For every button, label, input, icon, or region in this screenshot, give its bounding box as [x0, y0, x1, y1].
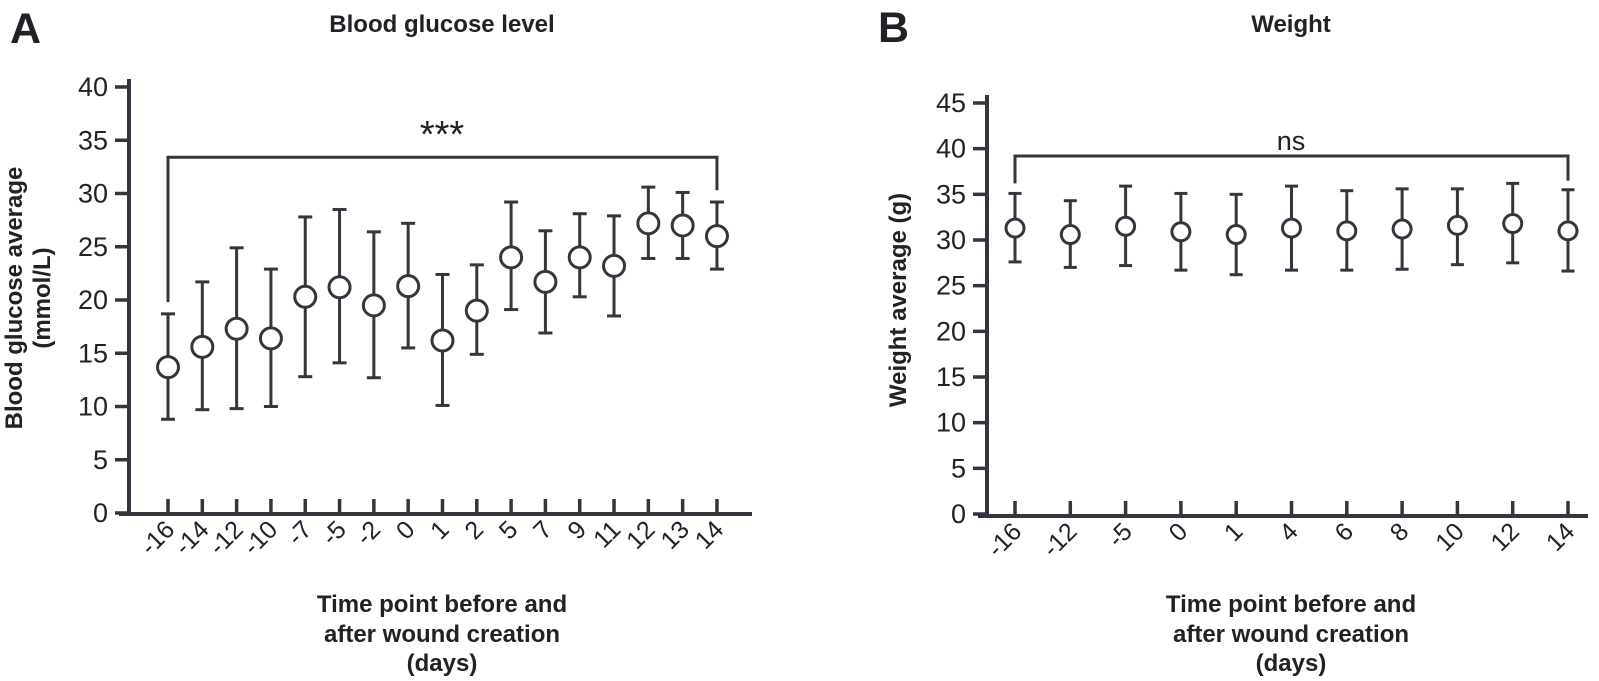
x-tick-label: 2: [459, 515, 489, 545]
data-point: [1502, 213, 1524, 235]
data-point: [1004, 217, 1026, 239]
x-tick-label: 1: [1219, 517, 1249, 547]
data-point: [1059, 224, 1081, 246]
x-tick-label: 9: [562, 515, 592, 545]
data-point: [396, 274, 421, 299]
y-tick-label: 5: [93, 445, 108, 475]
x-tick-label: -5: [1102, 517, 1138, 553]
y-tick-label: 40: [936, 134, 966, 164]
y-tick-label: 35: [936, 179, 966, 209]
y-tick-label: 20: [936, 316, 966, 346]
y-tick-label: 35: [78, 125, 108, 155]
y-tick-label: 0: [951, 499, 966, 529]
data-point: [1281, 217, 1302, 239]
x-tick-label: 14: [690, 515, 730, 555]
y-tick-label: 10: [78, 392, 108, 422]
y-tick-label: 15: [936, 362, 966, 392]
data-point: [1336, 220, 1358, 242]
data-point: [361, 293, 386, 318]
data-point: [1391, 218, 1413, 240]
y-tick-label: 30: [78, 179, 108, 209]
x-tick-label: -2: [351, 515, 387, 551]
significance-bracket: [166, 155, 719, 303]
panel-letter-b: B: [878, 4, 909, 52]
y-tick-label: 20: [78, 285, 108, 315]
data-point: [499, 245, 524, 270]
y-tick-label: 5: [951, 453, 966, 483]
data-point: [430, 328, 455, 353]
x-tick-label: 10: [1430, 517, 1469, 556]
x-tick-label: -16: [982, 517, 1027, 562]
data-point: [327, 275, 352, 300]
data-point: [258, 326, 283, 351]
data-point: [670, 213, 695, 238]
data-point: [1170, 221, 1192, 243]
significance-bracket: [1013, 154, 1570, 184]
panel-b: B Weight Weight average (g) 051015202530…: [878, 4, 1588, 677]
y-tick-label: 10: [936, 408, 966, 438]
data-point: [190, 334, 215, 359]
x-tick-label: 4: [1274, 517, 1304, 547]
panel-b-x-axis-label-line2: after wound creation: [1173, 621, 1409, 648]
x-tick-label: 6: [1329, 517, 1359, 547]
panel-a-y-axis-label-line1: Blood glucose average: [1, 167, 28, 430]
panel-a-x-axis-label-line1: Time point before and: [317, 591, 567, 618]
panel-a-significance-label: ***: [420, 114, 465, 156]
panel-b-y-axis-label: Weight average (g): [885, 193, 912, 407]
panel-a: A Blood glucose level Blood glucose aver…: [1, 5, 752, 677]
panel-b-x-axis-label-line3: (days): [1256, 650, 1327, 677]
x-tick-label: 5: [494, 515, 524, 545]
x-tick-label: 14: [1541, 517, 1581, 557]
panel-letter-a: A: [10, 5, 41, 53]
data-point: [1446, 214, 1468, 236]
data-point: [636, 211, 661, 236]
y-tick-label: 25: [936, 271, 966, 301]
panel-a-y-axis-label-line2: (mmol/L): [29, 247, 56, 348]
data-point: [1225, 224, 1247, 246]
panel-a-x-axis-label-line2: after wound creation: [324, 621, 560, 648]
panel-a-title: Blood glucose level: [329, 11, 554, 38]
x-tick-label: 12: [1485, 517, 1524, 556]
y-tick-label: 25: [78, 232, 108, 262]
y-tick-label: 30: [936, 225, 966, 255]
data-point: [293, 284, 318, 309]
data-point: [704, 224, 729, 249]
y-tick-label: 45: [936, 88, 966, 118]
x-tick-label: 8: [1385, 517, 1415, 547]
data-point: [1557, 220, 1579, 242]
x-tick-label: -7: [282, 515, 318, 551]
panel-b-significance-label: ns: [1277, 126, 1306, 156]
panel-b-x-axis-label-line1: Time point before and: [1166, 591, 1416, 618]
data-point: [464, 298, 489, 323]
data-point: [156, 355, 180, 380]
x-tick-label: 0: [1164, 517, 1194, 547]
data-point: [602, 253, 627, 278]
x-tick-label: 7: [528, 515, 558, 545]
data-point: [567, 245, 592, 270]
x-tick-label: -12: [1037, 517, 1082, 562]
panel-a-x-axis-label-line3: (days): [407, 650, 478, 677]
x-tick-label: -10: [238, 515, 283, 560]
panel-b-title: Weight: [1251, 11, 1331, 38]
data-point: [533, 269, 558, 294]
x-tick-label: 1: [425, 515, 455, 545]
y-tick-label: 40: [78, 72, 108, 102]
y-tick-label: 15: [78, 338, 108, 368]
data-point: [224, 316, 249, 341]
y-tick-label: 0: [93, 498, 108, 528]
x-tick-label: -5: [316, 515, 352, 551]
x-tick-label: 0: [391, 515, 421, 545]
data-point: [1115, 215, 1137, 237]
